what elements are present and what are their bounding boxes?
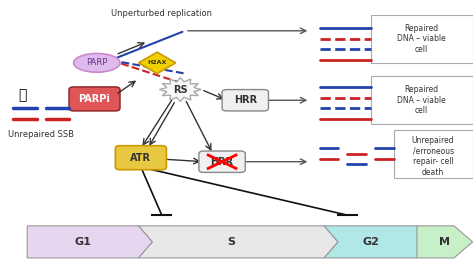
- Text: HRR: HRR: [234, 95, 257, 105]
- Text: /erroneous: /erroneous: [412, 147, 454, 156]
- Text: RS: RS: [173, 85, 188, 94]
- FancyBboxPatch shape: [222, 90, 268, 111]
- Text: Unrepaired: Unrepaired: [412, 136, 455, 145]
- FancyBboxPatch shape: [371, 76, 473, 124]
- Polygon shape: [138, 226, 338, 258]
- Polygon shape: [27, 226, 153, 258]
- FancyBboxPatch shape: [199, 151, 245, 173]
- Text: Repaired: Repaired: [404, 85, 438, 94]
- Text: repair- cell: repair- cell: [413, 157, 454, 166]
- Ellipse shape: [73, 53, 120, 72]
- Polygon shape: [159, 77, 201, 102]
- Text: G1: G1: [74, 237, 91, 247]
- Text: S: S: [228, 237, 236, 247]
- FancyBboxPatch shape: [115, 146, 166, 170]
- Text: ATR: ATR: [130, 153, 151, 163]
- FancyBboxPatch shape: [69, 87, 120, 111]
- Text: H2AX: H2AX: [147, 60, 167, 65]
- Text: PARP: PARP: [86, 58, 108, 67]
- Text: Unrepaired SSB: Unrepaired SSB: [8, 130, 74, 140]
- Text: Unperturbed replication: Unperturbed replication: [111, 9, 212, 18]
- Text: Repaired: Repaired: [404, 23, 438, 33]
- Text: DNA – viable: DNA – viable: [397, 34, 446, 43]
- Text: PARPi: PARPi: [79, 94, 110, 104]
- Text: 💉: 💉: [18, 88, 27, 102]
- Text: cell: cell: [415, 45, 428, 54]
- FancyBboxPatch shape: [371, 15, 473, 63]
- Text: M: M: [439, 237, 450, 247]
- FancyBboxPatch shape: [394, 130, 473, 178]
- Polygon shape: [324, 226, 431, 258]
- Text: DNA – viable: DNA – viable: [397, 96, 446, 105]
- Text: cell: cell: [415, 106, 428, 116]
- Text: death: death: [422, 168, 444, 177]
- Text: HRR: HRR: [210, 157, 234, 167]
- Text: G2: G2: [362, 237, 379, 247]
- Polygon shape: [417, 226, 473, 258]
- Polygon shape: [138, 52, 176, 73]
